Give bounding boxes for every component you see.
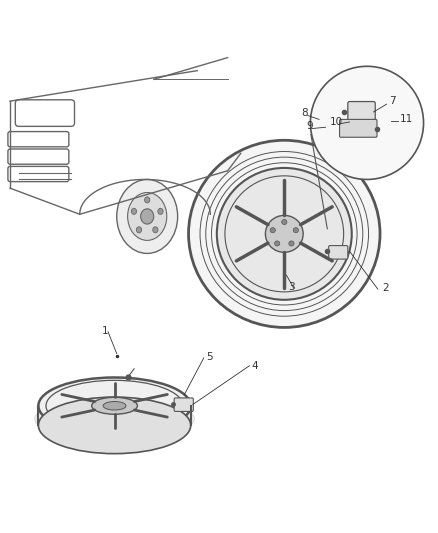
Circle shape [311, 66, 424, 180]
Ellipse shape [282, 220, 287, 224]
Text: 11: 11 [399, 114, 413, 124]
Ellipse shape [117, 180, 178, 254]
Text: 2: 2 [382, 284, 389, 293]
Text: 9: 9 [306, 122, 313, 132]
Ellipse shape [39, 397, 191, 454]
Text: 7: 7 [390, 96, 396, 106]
Text: 3: 3 [289, 282, 295, 293]
Ellipse shape [127, 192, 167, 240]
Ellipse shape [289, 241, 294, 246]
Ellipse shape [275, 241, 280, 246]
Ellipse shape [131, 208, 137, 214]
Ellipse shape [136, 227, 141, 233]
Ellipse shape [188, 140, 380, 327]
Ellipse shape [293, 228, 298, 233]
Text: 8: 8 [302, 108, 308, 118]
Ellipse shape [141, 209, 154, 224]
Text: 10: 10 [330, 117, 343, 127]
Ellipse shape [153, 227, 158, 233]
FancyBboxPatch shape [348, 102, 375, 123]
Ellipse shape [92, 397, 138, 414]
Text: 5: 5 [206, 352, 212, 362]
Ellipse shape [158, 208, 163, 214]
Ellipse shape [265, 215, 303, 252]
Ellipse shape [39, 377, 191, 434]
Ellipse shape [103, 401, 126, 410]
Text: 1: 1 [102, 326, 108, 336]
Ellipse shape [35, 399, 194, 439]
Ellipse shape [217, 168, 352, 300]
Text: 4: 4 [252, 361, 258, 371]
Ellipse shape [145, 197, 150, 203]
Ellipse shape [270, 228, 276, 233]
FancyBboxPatch shape [174, 398, 193, 411]
FancyBboxPatch shape [339, 119, 377, 137]
FancyBboxPatch shape [328, 246, 348, 259]
